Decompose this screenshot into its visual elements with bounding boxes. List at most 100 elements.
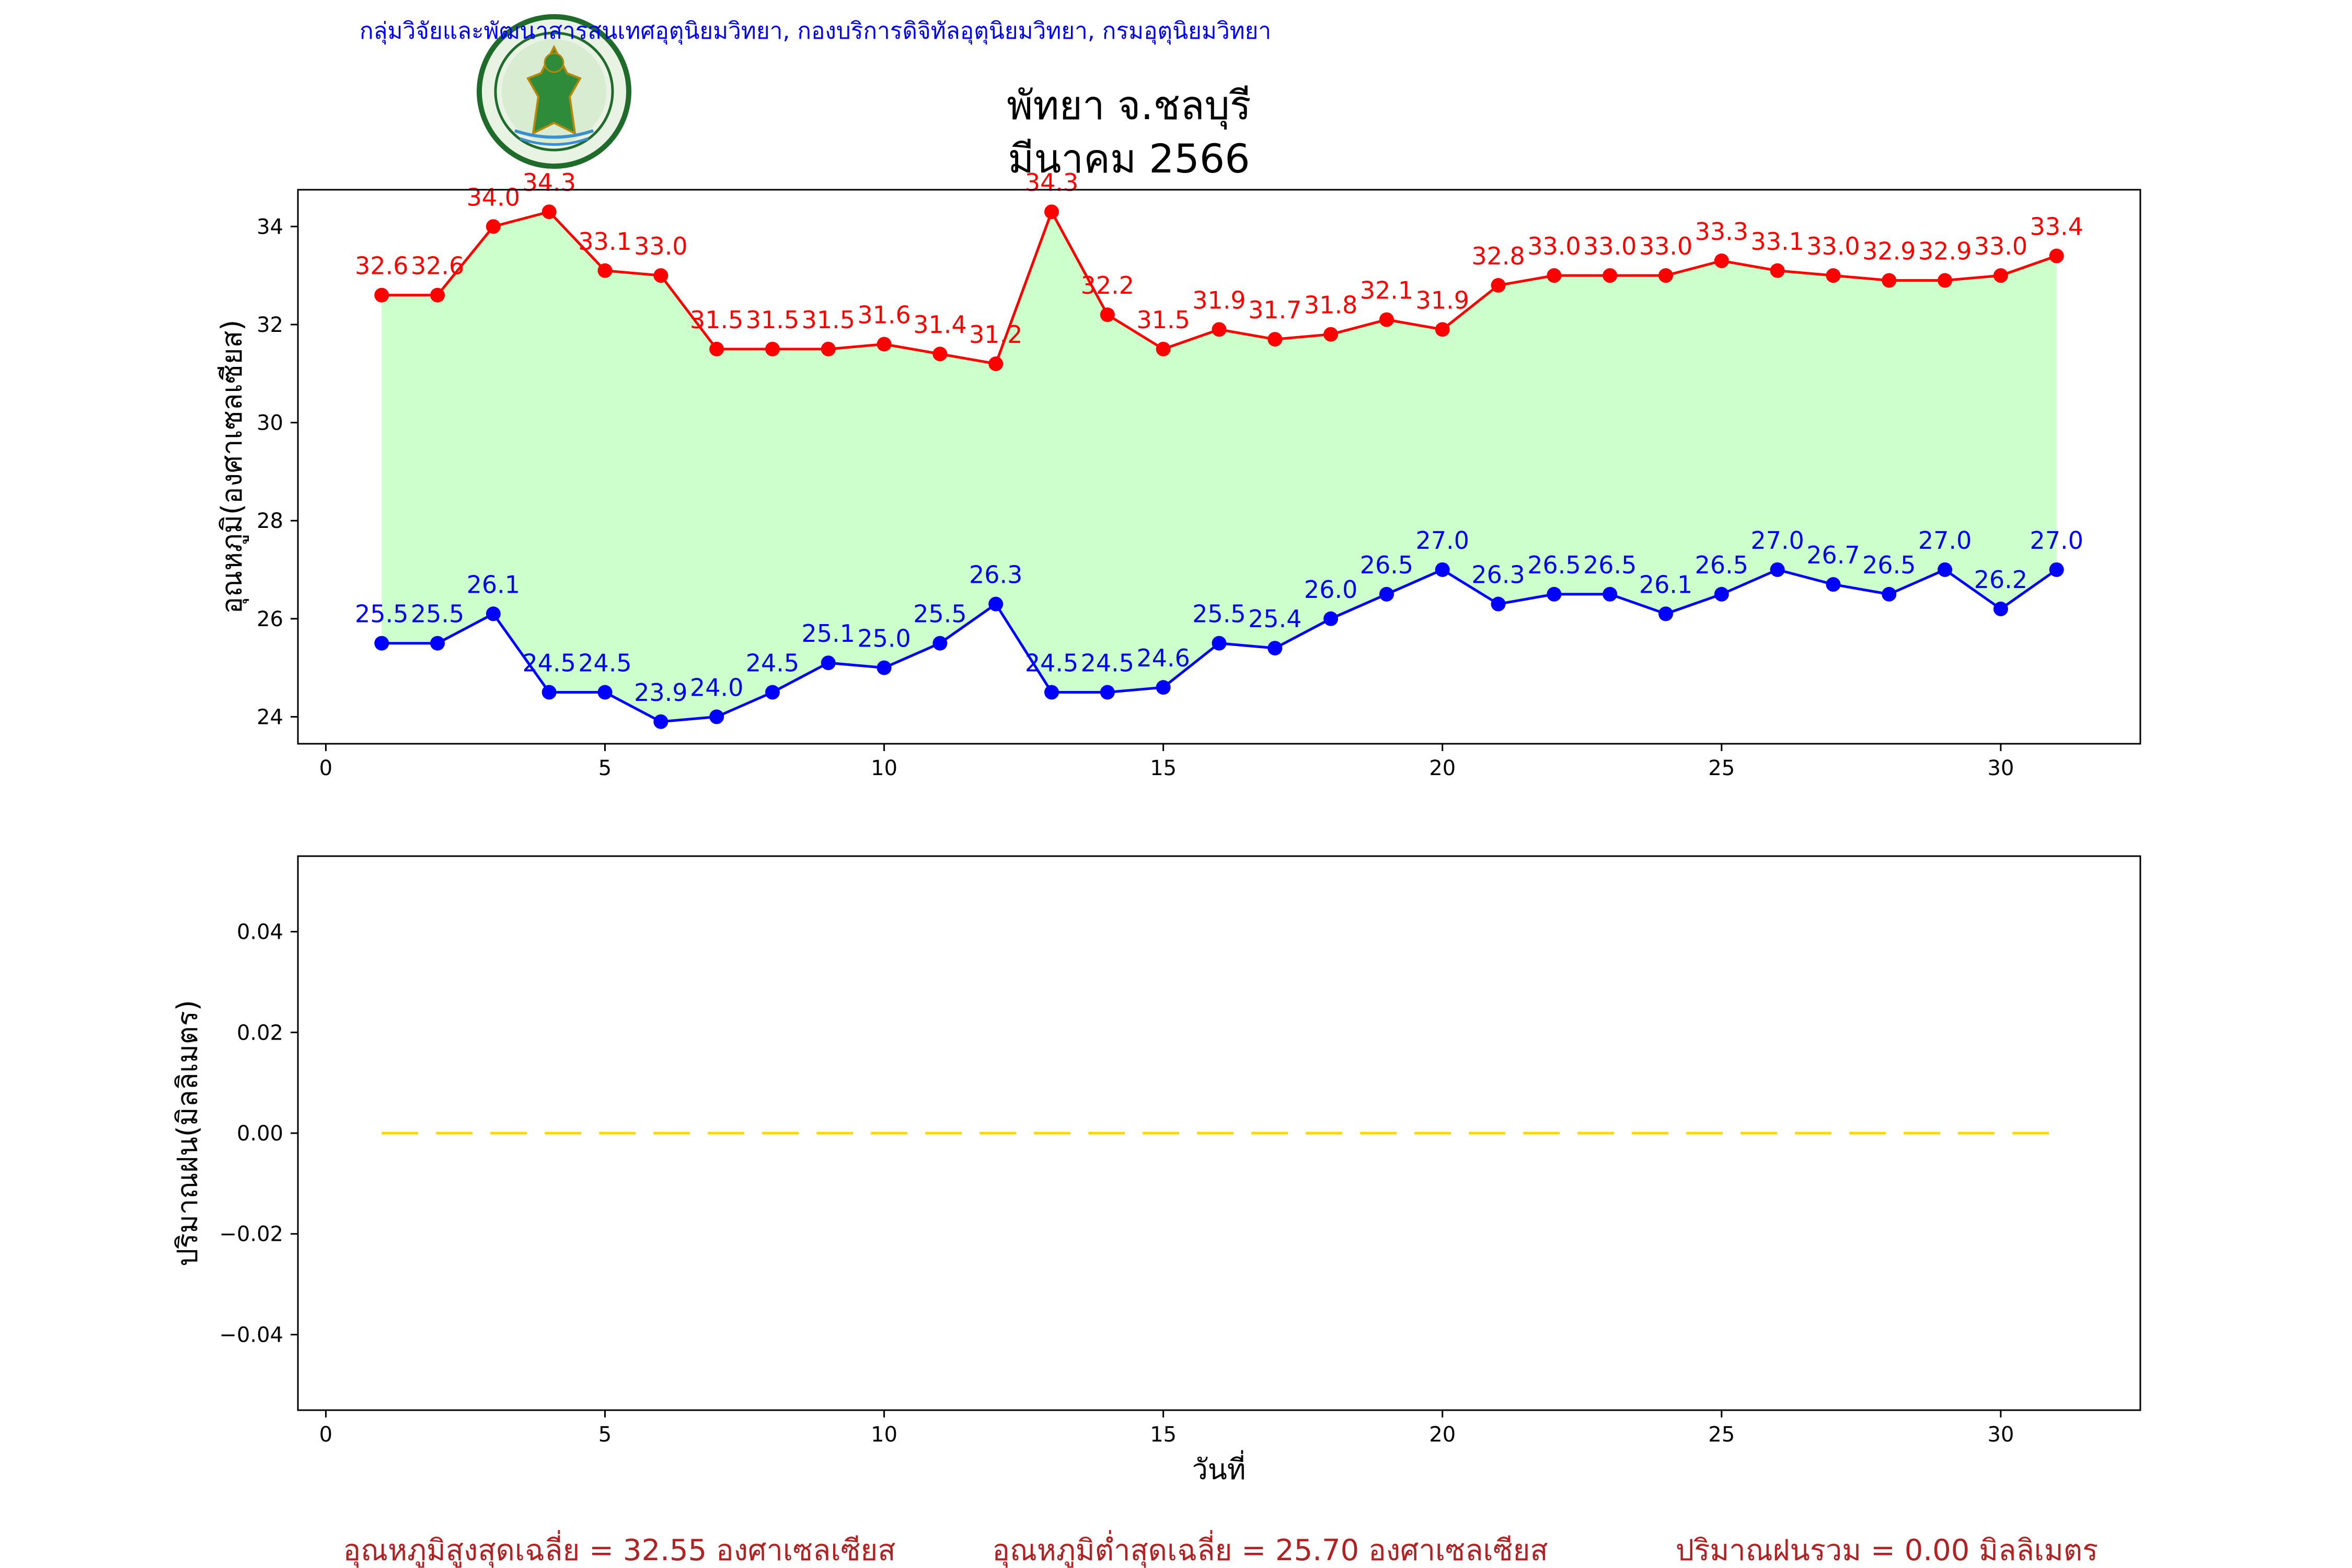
y-tick-label: 34 [257, 215, 283, 239]
x-tick-label: 10 [871, 756, 897, 780]
min-temperature-label: 24.5 [522, 649, 575, 677]
min-temperature-point [1212, 636, 1227, 651]
max-temperature-point [821, 341, 836, 356]
temperature-y-axis: 24 26 28 30 32 34 [257, 215, 298, 729]
x-tick-label: 5 [598, 1423, 612, 1447]
temperature-data-labels: 32.6 32.634.034.333.1 33.031.5 31.5 31.5 31.6… [355, 168, 2083, 707]
max-temperature-label: 31.5 [746, 306, 799, 334]
max-temperature-label: 31.5 [690, 306, 743, 334]
min-temperature-label: 24.0 [690, 673, 743, 701]
min-temperature-label: 25.0 [857, 625, 910, 653]
min-temperature-point [765, 685, 780, 700]
max-temperature-point [1044, 204, 1059, 220]
min-temperature-point [430, 636, 445, 651]
max-temperature-label: 33.0 [1527, 232, 1581, 260]
x-tick-label: 25 [1708, 1423, 1735, 1447]
y-tick-label: 32 [257, 313, 283, 337]
max-temperature-label: 33.0 [1583, 232, 1636, 260]
chart-title-station: พัทยา จ.ชลบุรี [1007, 82, 1251, 130]
max-temperature-label: 32.1 [1360, 276, 1413, 305]
min-temperature-label: 24.6 [1136, 644, 1190, 672]
min-temperature-label: 26.0 [1304, 575, 1357, 604]
max-temperature-label: 32.6 [411, 252, 464, 280]
min-temperature-label: 25.1 [802, 619, 855, 648]
max-temperature-label: 32.9 [1862, 237, 1916, 266]
min-temperature-label: 26.2 [1974, 566, 2027, 594]
max-temperature-point [1938, 273, 1953, 288]
min-temperature-point [1044, 685, 1059, 700]
min-temperature-point [1323, 611, 1339, 626]
min-temperature-label: 26.5 [1360, 551, 1413, 579]
min-temperature-label: 24.5 [1081, 649, 1134, 677]
max-temperature-point [988, 356, 1004, 372]
min-temperature-point [1826, 577, 1841, 592]
max-temperature-label: 32.9 [1918, 237, 1971, 266]
x-tick-label: 30 [1988, 756, 2014, 780]
max-temperature-label: 31.9 [1416, 286, 1469, 314]
max-temperature-label: 33.0 [1974, 232, 2027, 260]
max-temperature-point [1100, 307, 1115, 322]
min-temperature-point [597, 685, 613, 700]
min-temperature-point [1547, 586, 1562, 602]
temperature-plot-frame [297, 189, 2141, 745]
min-temperature-point [1714, 586, 1729, 602]
min-temperature-label: 26.3 [1471, 561, 1525, 589]
max-temperature-label: 34.3 [522, 168, 575, 197]
rainfall-chart: 0 5 10 15 20 25 30 −0.04 −0.02 0.00 0.02 0.04 วันท… [171, 855, 2141, 1486]
min-temperature-point [1602, 586, 1618, 602]
min-temperature-point [1267, 641, 1283, 656]
min-temperature-label: 24.5 [1025, 649, 1078, 677]
max-temperature-label: 33.0 [1639, 232, 1692, 260]
chart-title-month: มีนาคม 2566 [1008, 135, 1250, 182]
y-tick-label: 0.02 [237, 1021, 283, 1045]
max-temperature-point [1993, 268, 2008, 283]
max-temperature-label: 33.3 [1695, 217, 1748, 246]
min-temperature-label: 26.5 [1695, 551, 1748, 579]
min-temperature-label: 23.9 [634, 678, 687, 707]
x-tick-label: 5 [598, 756, 612, 780]
x-tick-label: 0 [319, 1423, 332, 1447]
max-temperature-label: 33.0 [1806, 232, 1860, 260]
min-temperature-point [541, 685, 557, 700]
x-tick-label: 15 [1150, 1423, 1177, 1447]
x-tick-label: 0 [319, 756, 332, 780]
max-temperature-point [1826, 268, 1841, 283]
max-temperature-point [374, 287, 389, 303]
max-temperature-label: 33.1 [578, 227, 631, 256]
min-temperature-point [1770, 562, 1785, 577]
max-temperature-point [1379, 312, 1394, 327]
min-temperature-point [821, 655, 836, 671]
max-temperature-point [1547, 268, 1562, 283]
y-tick-label: 0.04 [237, 920, 283, 944]
min-temperature-point [1491, 596, 1506, 612]
x-tick-label: 20 [1429, 1423, 1456, 1447]
min-temperature-label: 24.5 [746, 649, 799, 677]
max-temperature-label: 34.0 [467, 183, 520, 211]
max-temperature-point [1658, 268, 1674, 283]
min-temperature-point [653, 714, 668, 729]
min-temperature-point [1379, 586, 1394, 602]
min-temperature-label: 24.5 [578, 649, 631, 677]
min-temperature-point [1938, 562, 1953, 577]
max-temperature-point [709, 341, 724, 356]
min-temperature-label: 27.0 [1750, 526, 1804, 555]
min-temperature-point [1100, 685, 1115, 700]
rainfall-x-axis-label: วันที่ [1192, 1450, 1246, 1486]
max-temperature-point [1714, 253, 1729, 269]
meteorological-department-logo [477, 14, 631, 169]
max-temperature-label: 33.4 [2030, 213, 2083, 241]
min-temperature-label: 27.0 [1416, 526, 1469, 555]
max-temperature-label: 33.1 [1750, 227, 1804, 256]
max-temperature-label: 32.8 [1471, 242, 1525, 270]
y-tick-label: −0.04 [219, 1323, 283, 1347]
max-temperature-point [541, 204, 557, 220]
min-temperature-label: 25.4 [1248, 605, 1301, 633]
max-temperature-label: 31.9 [1192, 286, 1246, 314]
max-temperature-point [1323, 327, 1339, 342]
max-temperature-point [932, 347, 948, 362]
min-temperature-point [1658, 606, 1674, 621]
summary-average-min: อุณหภูมิต่ำสุดเฉลี่ย = 25.70 องศาเซลเซีย… [992, 1530, 1548, 1568]
min-temperature-point [932, 636, 948, 651]
max-temperature-label: 34.3 [1025, 168, 1078, 197]
min-temperature-label: 26.7 [1806, 541, 1860, 569]
